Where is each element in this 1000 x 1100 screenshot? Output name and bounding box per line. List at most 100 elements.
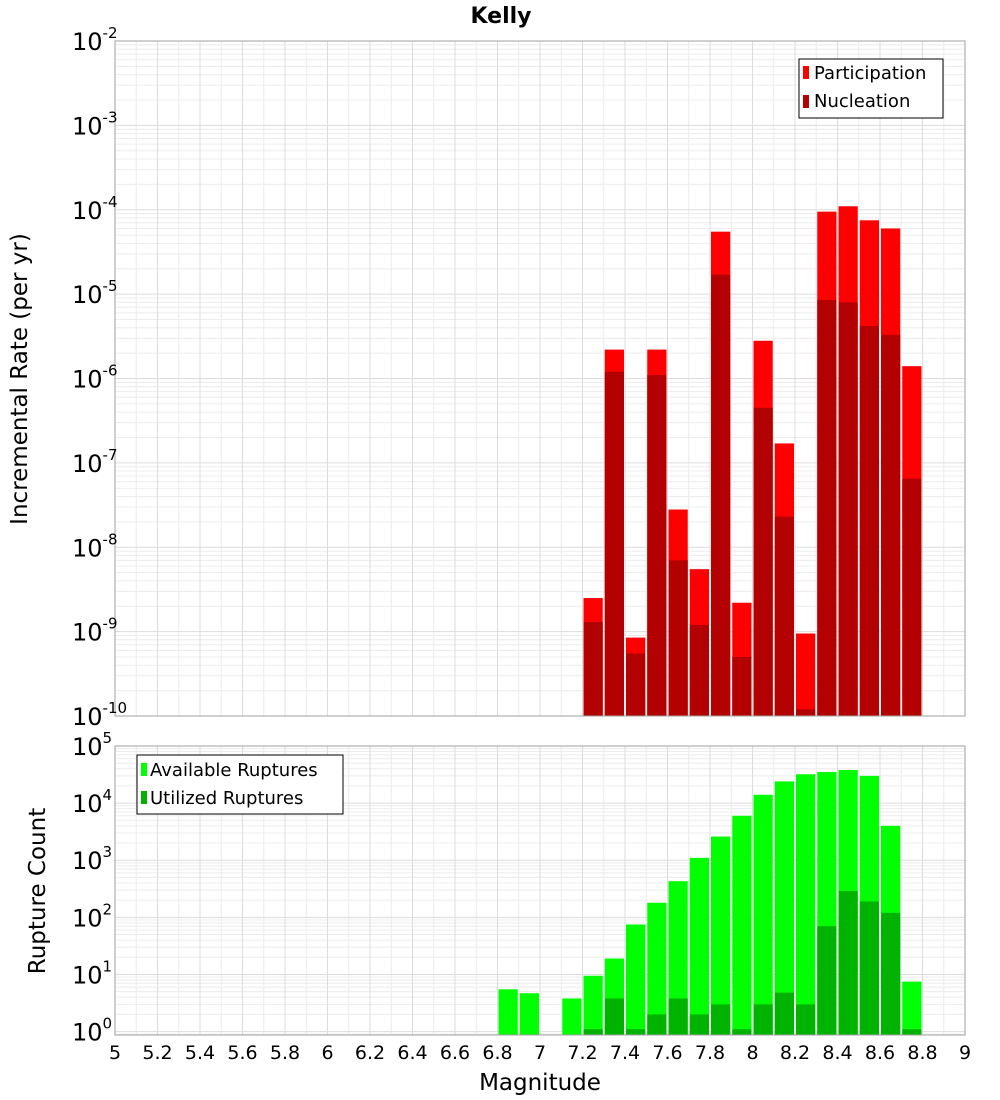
bar-available — [668, 881, 688, 1035]
bottom-legend: Available Ruptures Utilized Ruptures — [136, 754, 344, 815]
x-tick-label: 8.6 — [865, 1042, 895, 1064]
y-tick-label: 10-4 — [72, 193, 118, 225]
legend-label-nucleation: Nucleation — [814, 91, 910, 112]
x-tick-label: 6.4 — [397, 1042, 427, 1064]
y-tick-label: 10-9 — [72, 615, 118, 647]
bar-utilized — [668, 998, 688, 1035]
bar-nucleation — [817, 300, 837, 716]
y-tick-label: 102 — [72, 900, 112, 932]
y-tick-label: 10-8 — [72, 530, 118, 562]
bar-nucleation — [753, 407, 773, 716]
bar-available — [498, 989, 518, 1035]
x-tick-label: 7.4 — [610, 1042, 640, 1064]
x-tick-label: 7.2 — [567, 1042, 597, 1064]
bottom-plot-frame — [114, 745, 966, 1036]
x-tick-labels: 5 5.2 5.4 5.6 5.8 6 6.2 6.4 6.6 6.8 7 7.2 7.4 7.6 7.8 8… — [109, 1042, 971, 1064]
bar-nucleation — [689, 624, 709, 716]
bar-utilized — [626, 1029, 646, 1035]
bar-nucleation — [838, 302, 858, 716]
y-tick-label: 104 — [72, 786, 112, 818]
y-tick-label: 103 — [72, 843, 112, 875]
bar-utilized — [838, 890, 858, 1035]
x-tick-label: 7.8 — [695, 1042, 725, 1064]
x-tick-label: 8 — [746, 1042, 758, 1064]
bar-nucleation — [902, 478, 922, 716]
bottom-legend-box — [136, 754, 344, 815]
x-tick-label: 7.6 — [652, 1042, 682, 1064]
bar-nucleation — [859, 325, 879, 716]
top-panel: 10-10 10-9 10-8 10-7 10-6 10-5 10-4 10-3 10-2 In… — [7, 24, 966, 731]
bar-available — [583, 975, 603, 1035]
y-tick-label: 10-6 — [72, 362, 118, 394]
bar-utilized — [689, 1014, 709, 1035]
bar-available — [753, 794, 773, 1035]
bar-utilized — [753, 1004, 773, 1035]
bar-utilized — [881, 912, 901, 1035]
bar-nucleation — [774, 516, 794, 716]
bar-available — [647, 902, 667, 1035]
bar-available — [796, 774, 816, 1035]
y-tick-label: 10-10 — [72, 699, 127, 731]
top-y-axis-label: Incremental Rate (per yr) — [7, 233, 33, 525]
x-axis-label: Magnitude — [479, 1070, 601, 1096]
bar-utilized — [604, 998, 624, 1035]
legend-swatch-participation — [803, 66, 809, 79]
x-tick-label: 5.6 — [227, 1042, 257, 1064]
y-tick-label: 100 — [72, 1015, 112, 1047]
bar-available — [626, 924, 646, 1035]
legend-label-available: Available Ruptures — [150, 760, 318, 781]
x-tick-label: 8.2 — [780, 1042, 810, 1064]
bottom-y-axis-label: Rupture Count — [25, 808, 51, 974]
bar-utilized — [796, 1004, 816, 1035]
x-tick-label: 5 — [109, 1042, 121, 1064]
legend-swatch-utilized — [141, 791, 147, 804]
x-tick-label: 6.2 — [355, 1042, 385, 1064]
bar-utilized — [732, 1029, 752, 1035]
bar-utilized — [774, 992, 794, 1035]
bar-utilized — [902, 1029, 922, 1035]
top-plot-frame — [114, 40, 966, 717]
bar-nucleation — [604, 371, 624, 716]
top-legend-box — [798, 58, 944, 119]
bar-nucleation — [881, 334, 901, 716]
bar-participation — [796, 633, 816, 716]
x-tick-label: 5.4 — [185, 1042, 215, 1064]
bar-utilized — [647, 1014, 667, 1035]
bar-available — [562, 998, 582, 1035]
bar-available — [902, 981, 922, 1035]
legend-swatch-available — [141, 763, 147, 776]
chart-title: Kelly — [470, 4, 531, 29]
x-tick-label: 7 — [534, 1042, 546, 1064]
bar-nucleation — [647, 375, 667, 716]
y-tick-label: 10-2 — [72, 24, 118, 56]
bar-nucleation — [796, 709, 816, 716]
x-tick-label: 6.8 — [482, 1042, 512, 1064]
x-tick-label: 5.8 — [270, 1042, 300, 1064]
x-tick-label: 8.4 — [822, 1042, 852, 1064]
bar-nucleation — [732, 657, 752, 716]
y-tick-label: 10-3 — [72, 108, 118, 140]
top-y-tick-labels: 10-10 10-9 10-8 10-7 10-6 10-5 10-4 10-3 10-2 — [72, 24, 127, 731]
bar-available — [689, 857, 709, 1035]
bottom-panel: 100 101 102 103 104 105 5 5.2 5.4 5.6 5.8 6 6.2 6.4 6… — [25, 729, 971, 1096]
bar-utilized — [817, 926, 837, 1035]
top-bars — [583, 206, 922, 717]
bar-utilized — [583, 1029, 603, 1035]
x-tick-label: 6.6 — [440, 1042, 470, 1064]
x-tick-label: 5.2 — [142, 1042, 172, 1064]
bar-available — [711, 836, 731, 1035]
bar-available — [732, 815, 752, 1035]
bar-available — [519, 993, 539, 1035]
bar-utilized — [711, 1004, 731, 1035]
y-tick-label: 105 — [72, 729, 112, 761]
bottom-bars — [498, 770, 922, 1035]
bar-available — [774, 781, 794, 1035]
legend-label-utilized: Utilized Ruptures — [150, 788, 303, 809]
x-tick-label: 9 — [959, 1042, 971, 1064]
bar-nucleation — [668, 560, 688, 716]
x-tick-label: 6 — [321, 1042, 333, 1064]
bar-nucleation — [711, 274, 731, 716]
bar-nucleation — [583, 622, 603, 716]
legend-swatch-nucleation — [803, 95, 809, 108]
